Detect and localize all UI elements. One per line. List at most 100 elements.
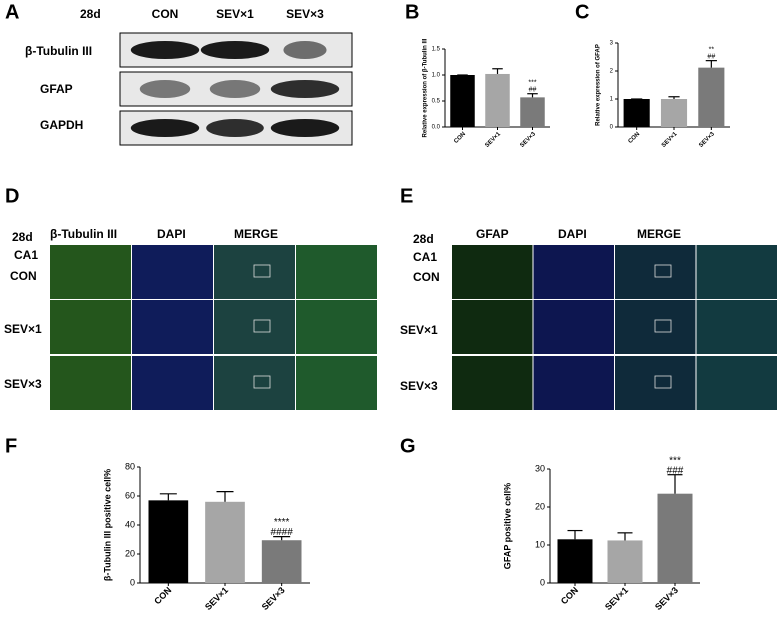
bar — [698, 67, 725, 127]
western-blot — [119, 32, 353, 146]
micrograph — [696, 356, 777, 410]
panel-letter: C — [575, 1, 589, 23]
significance: **** — [274, 517, 290, 528]
bar — [520, 97, 545, 127]
bar — [660, 99, 688, 127]
y-tick-label: 0.5 — [432, 99, 441, 105]
panel-letter: D — [5, 185, 19, 207]
x-tick-label: SEV×3 — [698, 131, 716, 149]
y-tick-label: 0 — [540, 577, 545, 587]
significance: ## — [529, 87, 537, 94]
bar — [205, 501, 245, 583]
zoom-box — [253, 264, 271, 278]
blot-band — [200, 41, 270, 59]
blot-band — [206, 119, 264, 137]
bar — [607, 540, 643, 583]
significance: #### — [271, 527, 294, 538]
x-tick-label: SEV×3 — [260, 585, 287, 612]
micrograph — [533, 356, 614, 410]
x-tick-label: CON — [152, 585, 173, 606]
y-tick-label: 80 — [125, 461, 135, 471]
timepoint: 28d — [80, 7, 101, 21]
micrograph — [452, 356, 533, 410]
y-axis-label: β-Tubulin III positive cell% — [102, 469, 112, 581]
micrograph — [533, 245, 614, 299]
row-label: CON — [10, 269, 37, 283]
micrograph — [214, 300, 295, 354]
bar — [261, 540, 302, 583]
y-tick-label: 20 — [125, 548, 135, 558]
x-tick-label: SEV×1 — [484, 131, 502, 149]
y-tick-label: 1 — [610, 97, 614, 103]
micrograph — [132, 356, 213, 410]
x-tick-label: SEV×3 — [653, 585, 680, 612]
significance: ## — [707, 53, 715, 60]
micrograph — [452, 245, 533, 299]
bar — [485, 73, 510, 127]
error-bar — [492, 68, 503, 74]
column-label: β-Tubulin III — [50, 227, 117, 241]
micrograph — [132, 245, 213, 299]
zoom-box — [654, 319, 672, 333]
micrograph — [50, 356, 131, 410]
blot-band — [209, 80, 261, 98]
x-tick-label: SEV×3 — [519, 131, 537, 149]
blot-band — [283, 41, 327, 59]
x-tick-label: CON — [628, 131, 642, 145]
zoom-box — [253, 375, 271, 389]
panel-letter: B — [405, 1, 419, 23]
micrograph — [296, 356, 377, 410]
y-tick-label: 20 — [535, 501, 545, 511]
bar — [623, 99, 650, 127]
micrograph — [214, 245, 295, 299]
error-bar — [159, 493, 177, 501]
x-tick-label: CON — [453, 131, 467, 145]
x-tick-label: SEV×1 — [203, 585, 230, 612]
error-bar — [617, 532, 633, 541]
region: CA1 — [413, 250, 437, 264]
bar — [657, 493, 693, 583]
blot-row-label: GFAP — [40, 82, 73, 96]
y-tick-label: 1.0 — [432, 73, 441, 79]
region: CA1 — [14, 248, 38, 262]
error-bar — [705, 60, 717, 68]
column-label: MERGE — [234, 227, 278, 241]
micrograph — [696, 245, 777, 299]
error-bar — [567, 529, 583, 540]
y-tick-label: 0 — [610, 125, 614, 131]
y-tick-label: 0.0 — [432, 125, 441, 131]
row-label: SEV×3 — [400, 379, 438, 393]
x-tick-label: CON — [559, 585, 580, 606]
error-bar — [527, 93, 538, 98]
x-tick-label: SEV×1 — [603, 585, 630, 612]
significance: *** — [528, 80, 536, 87]
y-tick-label: 30 — [535, 463, 545, 473]
micrographs — [50, 245, 777, 410]
panel-letter: F — [5, 435, 17, 457]
blot-band — [270, 119, 340, 137]
row-label: SEV×1 — [400, 323, 438, 337]
micrograph — [214, 356, 295, 410]
timepoint: 28d — [12, 230, 33, 244]
significance: ### — [667, 465, 684, 476]
panel-letter: A — [5, 1, 19, 23]
y-tick-label: 0 — [130, 577, 135, 587]
y-axis-label: Relative expression of β-Tubulin III — [423, 38, 429, 137]
column-label: DAPI — [558, 227, 587, 241]
micrograph — [696, 300, 777, 354]
micrograph — [296, 245, 377, 299]
micrograph — [50, 300, 131, 354]
error-bar — [668, 96, 680, 99]
row-label: SEV×3 — [4, 377, 42, 391]
micrograph — [452, 300, 533, 354]
column-label: MERGE — [637, 227, 681, 241]
bar — [148, 500, 189, 583]
micrograph — [50, 245, 131, 299]
bar — [450, 75, 475, 127]
blot-band — [270, 80, 340, 98]
micrograph — [132, 300, 213, 354]
error-bar — [216, 491, 234, 502]
y-axis-label: GFAP positive cell% — [502, 483, 512, 569]
blot-band — [130, 119, 200, 137]
timepoint: 28d — [413, 232, 434, 246]
